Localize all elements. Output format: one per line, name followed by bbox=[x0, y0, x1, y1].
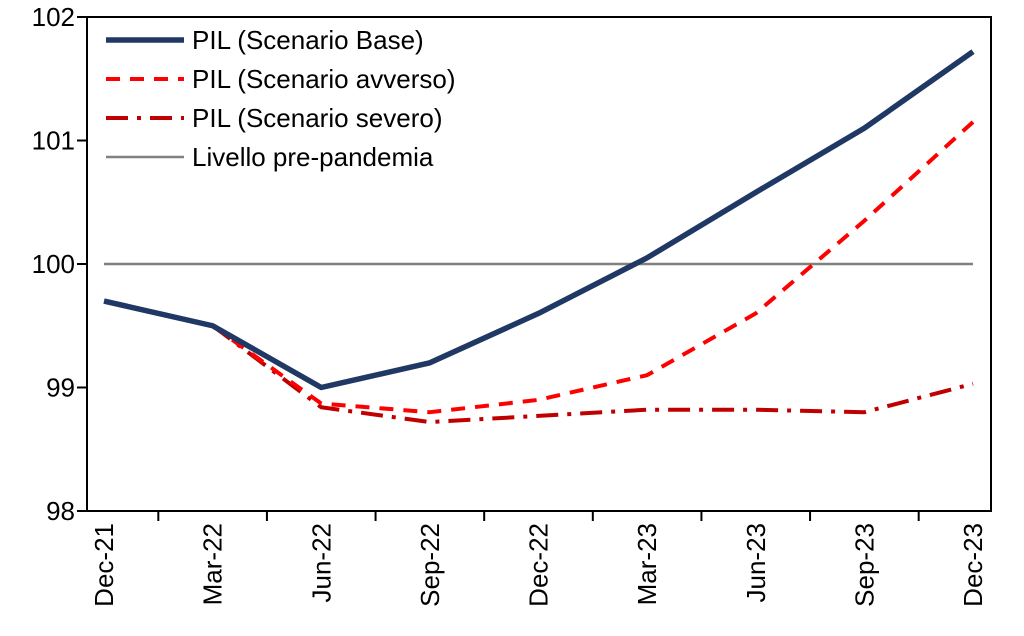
series-line-0 bbox=[103, 49, 975, 391]
x-tick-label: Sep-23 bbox=[849, 523, 879, 607]
legend-label: PIL (Scenario Base) bbox=[192, 25, 424, 55]
y-tick-label: 100 bbox=[32, 249, 75, 279]
x-tick-label: Dec-23 bbox=[958, 523, 988, 607]
x-tick-label: Mar-22 bbox=[198, 523, 228, 605]
legend-label: PIL (Scenario severo) bbox=[192, 103, 442, 133]
x-tick-label: Sep-22 bbox=[415, 523, 445, 607]
x-tick-label: Jun-22 bbox=[306, 523, 336, 603]
legend-label: Livello pre-pandemia bbox=[192, 142, 434, 172]
legend: PIL (Scenario Base) PIL (Scenario avverso… bbox=[106, 25, 455, 172]
x-axis: Dec-21 Mar-22 Jun-22 Sep-22 Dec-22 Mar-23 Jun-… bbox=[89, 511, 988, 607]
x-tick-label: Dec-21 bbox=[89, 523, 119, 607]
series-line-1 bbox=[211, 120, 975, 415]
x-tick-label: Jun-23 bbox=[741, 523, 771, 603]
legend-label: PIL (Scenario avverso) bbox=[192, 64, 455, 94]
y-axis: 98 99 100 101 102 bbox=[32, 2, 87, 526]
x-tick-label: Mar-23 bbox=[632, 523, 662, 605]
series-line-2 bbox=[211, 324, 974, 425]
series-layer bbox=[103, 49, 975, 425]
y-tick-label: 101 bbox=[32, 126, 75, 156]
y-tick-label: 98 bbox=[46, 496, 75, 526]
y-tick-label: 102 bbox=[32, 2, 75, 32]
x-tick-label: Dec-22 bbox=[524, 523, 554, 607]
y-tick-label: 99 bbox=[46, 373, 75, 403]
